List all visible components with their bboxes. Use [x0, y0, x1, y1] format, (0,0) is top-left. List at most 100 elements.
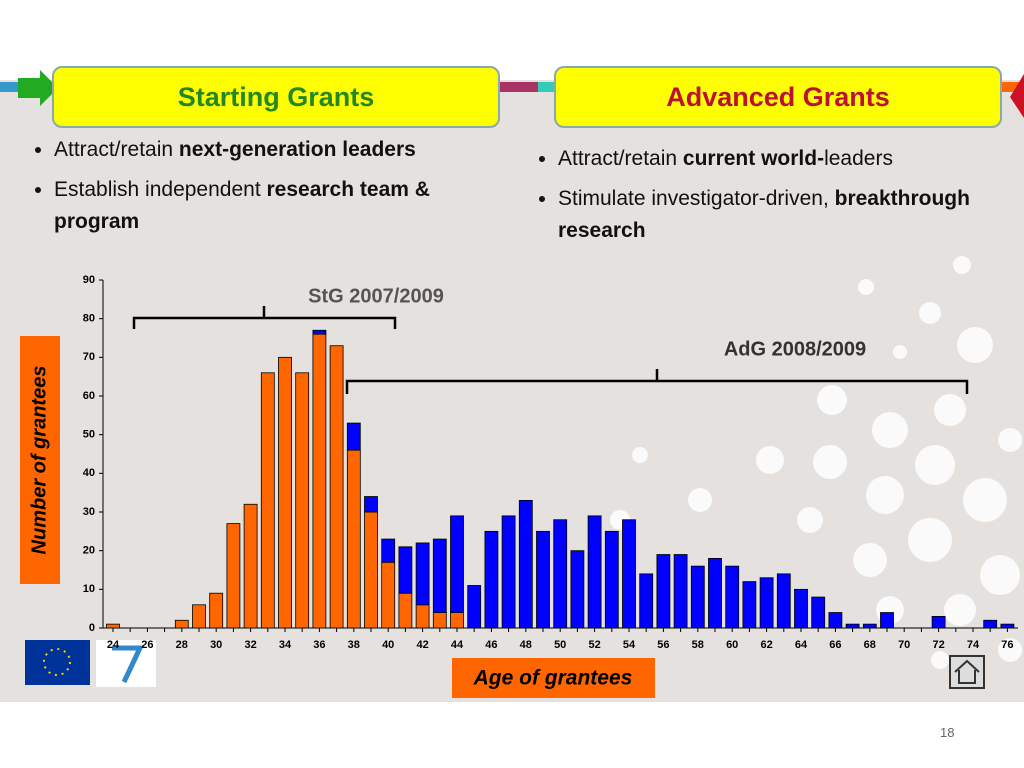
x-tick-label: 46	[485, 639, 497, 651]
x-tick-label: 52	[588, 639, 600, 651]
bar	[432, 612, 447, 629]
header-box: Advanced Grants	[554, 66, 1002, 128]
bar	[1000, 623, 1015, 629]
bar	[931, 616, 946, 629]
bar	[862, 623, 877, 629]
bar	[673, 554, 688, 629]
bullet-text: current world-	[682, 147, 825, 170]
bar	[708, 558, 722, 629]
bar	[983, 619, 998, 629]
x-tick-label: 28	[176, 639, 188, 651]
bar	[209, 592, 224, 629]
bar	[381, 561, 396, 629]
header-box: Starting Grants	[52, 66, 500, 128]
bar	[415, 542, 430, 606]
bullets: Attract/retain next-generation leaders Es…	[14, 134, 454, 246]
bar	[364, 511, 378, 629]
bar	[415, 604, 430, 629]
x-tick-label: 54	[623, 639, 636, 651]
x-tick-label: 30	[210, 639, 222, 651]
y-tick-label: 10	[83, 583, 95, 595]
bullet-text: leaders	[824, 147, 893, 170]
bar	[192, 604, 206, 629]
x-axis-label: Age of grantees	[473, 667, 633, 690]
bar	[880, 612, 894, 629]
bar	[518, 499, 533, 629]
bullet-text: Stimulate investigator-driven,	[558, 187, 835, 210]
x-tick-label: 38	[348, 639, 360, 651]
bar	[260, 372, 275, 629]
x-tick-label: 68	[864, 639, 876, 651]
x-tick-label: 48	[520, 639, 532, 651]
bar	[174, 619, 189, 629]
bar	[467, 585, 482, 629]
bar	[794, 588, 808, 629]
bar	[312, 333, 327, 629]
x-tick-label: 56	[657, 639, 669, 651]
bullet-text: Establish independent	[54, 178, 267, 201]
bar	[398, 592, 413, 629]
bar	[243, 503, 258, 629]
bar	[604, 530, 619, 629]
y-tick-label: 30	[83, 506, 95, 518]
bar	[725, 565, 740, 629]
x-tick-label: 32	[244, 639, 256, 651]
x-tick-label: 62	[760, 639, 772, 651]
decor-dots	[610, 256, 1022, 669]
y-tick-label: 60	[83, 390, 95, 402]
y-tick-label: 40	[83, 467, 95, 479]
x-tick-label: 40	[382, 639, 394, 651]
bar	[432, 538, 447, 613]
bar	[346, 449, 361, 629]
bar	[776, 573, 791, 629]
annotation: StG 2007/2009	[308, 285, 444, 307]
x-tick-label: 64	[795, 639, 808, 651]
bar	[759, 577, 774, 629]
x-tick-label: 42	[416, 639, 428, 651]
bar	[450, 612, 464, 629]
bar	[742, 581, 757, 629]
bar	[811, 596, 826, 629]
bullet: Attract/retain next-generation leaders	[54, 134, 454, 166]
y-label-box	[20, 336, 60, 584]
bar	[364, 496, 378, 513]
bar	[570, 550, 585, 629]
y-tick-label: 80	[83, 313, 95, 325]
x-tick-label: 76	[1001, 639, 1013, 651]
bar	[553, 519, 568, 629]
bar	[329, 345, 344, 629]
bar	[295, 372, 310, 629]
x-label-box	[452, 658, 655, 698]
bar	[690, 565, 705, 629]
x-tick-label: 70	[898, 639, 910, 651]
bar	[226, 523, 241, 629]
bar	[845, 623, 860, 629]
bar	[278, 356, 292, 629]
x-tick-label: 34	[279, 639, 292, 651]
x-tick-label: 72	[932, 639, 944, 651]
y-tick-label: 20	[83, 545, 95, 557]
x-tick-label: 36	[313, 639, 325, 651]
bar	[346, 422, 361, 451]
y-tick-label: 90	[83, 274, 95, 286]
home-icon[interactable]	[949, 655, 985, 689]
y-tick-label: 70	[83, 351, 95, 363]
bullet: Stimulate investigator-driven, breakthro…	[558, 183, 1018, 247]
bar	[312, 329, 327, 335]
bullet: Attract/retain current world-leaders	[558, 143, 1018, 175]
eu-logo	[25, 640, 156, 687]
y-tick-label: 50	[83, 429, 95, 441]
x-tick-label: 50	[554, 639, 566, 651]
bullet-text: next-generation leaders	[178, 138, 416, 161]
x-tick-label: 26	[141, 639, 153, 651]
bar	[587, 515, 602, 629]
bar	[639, 573, 654, 629]
y-axis-label: Number of grantees	[28, 366, 50, 555]
x-tick-label: 74	[967, 639, 980, 651]
x-tick-label: 44	[451, 639, 464, 651]
bullet-text: Attract/retain	[558, 147, 683, 170]
bar	[381, 538, 396, 563]
header-strip	[0, 70, 1024, 118]
bar	[398, 546, 413, 594]
